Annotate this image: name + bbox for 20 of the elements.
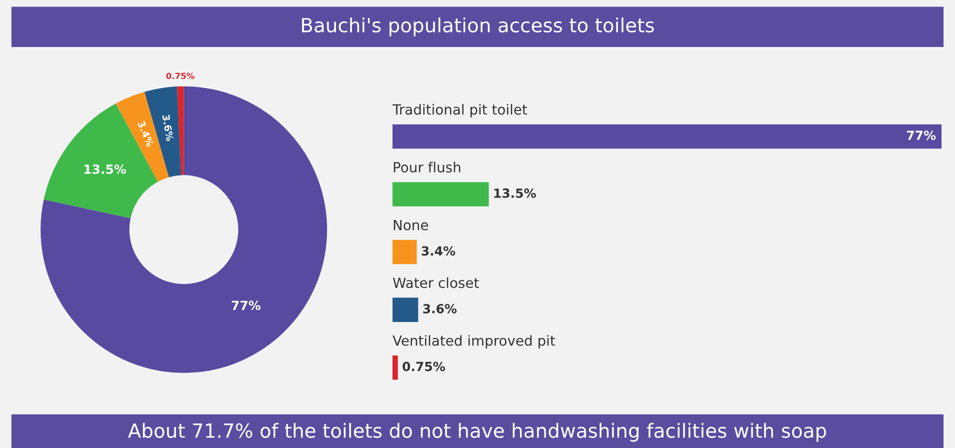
donut-slice bbox=[176, 86, 184, 176]
data-label: 77% bbox=[906, 130, 936, 140]
y-tick-label: Pour flush bbox=[394, 162, 460, 172]
data-label: 13.5% bbox=[494, 188, 536, 198]
donut-slice bbox=[40, 86, 328, 373]
data-label: 3.4% bbox=[422, 246, 456, 256]
data-label: 3.4% bbox=[137, 120, 154, 148]
data-label: 77% bbox=[232, 300, 261, 310]
y-tick-label: Traditional pit toilet bbox=[392, 104, 528, 118]
data-label: 3.6% bbox=[162, 114, 174, 142]
y-tick-label: Water closet bbox=[392, 277, 479, 288]
data-label: 3.6% bbox=[423, 304, 457, 314]
data-label: 0.75% bbox=[402, 362, 445, 372]
y-tick-label: Ventilated improved pit bbox=[392, 335, 556, 349]
y-tick-label: None bbox=[394, 220, 428, 230]
data-label: 13.5% bbox=[84, 164, 126, 174]
chart-title: Bauchi's population access to toilets bbox=[302, 17, 654, 36]
donut-slice bbox=[44, 104, 158, 218]
text: About 71.7% of the toilets do not have handwashing facilities with soap bbox=[128, 422, 826, 442]
data-label: 0.75% bbox=[166, 72, 194, 80]
